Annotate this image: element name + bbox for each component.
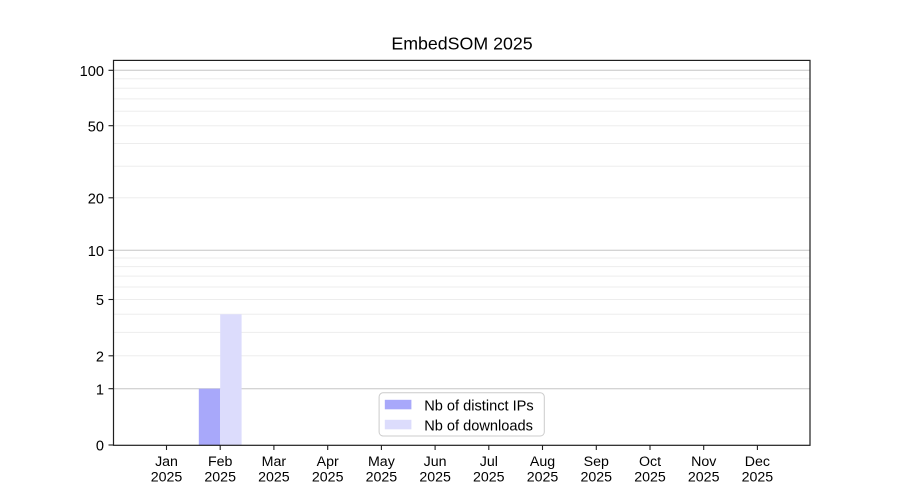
svg-text:2025: 2025: [151, 470, 183, 486]
svg-text:0: 0: [96, 439, 104, 455]
svg-text:2025: 2025: [366, 470, 398, 486]
svg-text:10: 10: [88, 244, 104, 260]
svg-text:EmbedSOM 2025: EmbedSOM 2025: [391, 34, 532, 54]
svg-text:2025: 2025: [473, 470, 505, 486]
svg-text:Dec: Dec: [745, 454, 770, 470]
svg-text:Nb of distinct IPs: Nb of distinct IPs: [424, 399, 534, 415]
svg-text:50: 50: [88, 119, 104, 135]
svg-text:Apr: Apr: [317, 454, 339, 470]
svg-text:Jul: Jul: [480, 454, 498, 470]
svg-text:2025: 2025: [634, 470, 666, 486]
svg-text:Oct: Oct: [639, 454, 661, 470]
svg-text:2025: 2025: [581, 470, 613, 486]
svg-text:2025: 2025: [527, 470, 559, 486]
svg-text:20: 20: [88, 191, 104, 207]
svg-text:Sep: Sep: [584, 454, 609, 470]
svg-text:Aug: Aug: [530, 454, 555, 470]
svg-text:2025: 2025: [204, 470, 236, 486]
svg-text:2025: 2025: [258, 470, 290, 486]
svg-text:Feb: Feb: [208, 454, 233, 470]
svg-text:Mar: Mar: [262, 454, 287, 470]
svg-text:100: 100: [80, 64, 104, 80]
svg-text:Jun: Jun: [424, 454, 447, 470]
svg-text:2025: 2025: [419, 470, 451, 486]
svg-text:2025: 2025: [688, 470, 720, 486]
svg-text:2: 2: [96, 349, 104, 365]
svg-text:5: 5: [96, 293, 104, 309]
svg-text:Jan: Jan: [155, 454, 178, 470]
svg-text:2025: 2025: [742, 470, 774, 486]
svg-text:2025: 2025: [312, 470, 344, 486]
svg-text:May: May: [368, 454, 396, 470]
svg-text:Nov: Nov: [691, 454, 717, 470]
svg-text:1: 1: [96, 382, 104, 398]
svg-text:Nb of downloads: Nb of downloads: [424, 419, 533, 435]
